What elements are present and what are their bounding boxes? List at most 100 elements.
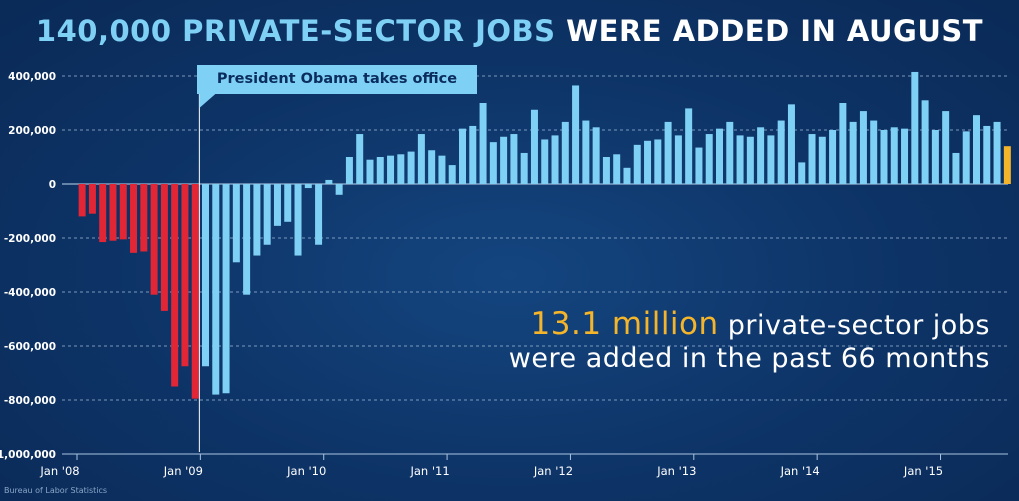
annotation-pointer xyxy=(199,94,216,108)
bars xyxy=(78,71,1011,399)
title-highlight: 140,000 PRIVATE-SECTOR JOBS xyxy=(35,14,556,48)
bar-pre-obama xyxy=(150,184,158,295)
bar xyxy=(294,184,302,256)
bar xyxy=(695,147,703,184)
bar xyxy=(387,155,395,184)
bar-pre-obama xyxy=(88,184,96,214)
bar xyxy=(602,157,610,184)
x-tick-label: Jan '08 xyxy=(39,464,79,478)
bar xyxy=(376,157,384,184)
bar xyxy=(942,111,950,184)
bar xyxy=(952,152,960,184)
bar xyxy=(839,103,847,184)
bar xyxy=(736,135,744,184)
bar xyxy=(243,184,251,295)
y-tick-label: -800,000 xyxy=(4,395,56,407)
bar xyxy=(623,167,631,184)
bar-pre-obama xyxy=(130,184,138,253)
y-tick-label: 400,000 xyxy=(8,71,56,83)
bar xyxy=(273,184,281,226)
bar xyxy=(397,154,405,184)
bar-pre-obama xyxy=(181,184,189,367)
bar xyxy=(417,134,425,184)
bar xyxy=(983,125,991,184)
callout-line-1: 13.1 million private-sector jobs xyxy=(450,308,990,342)
bar xyxy=(870,120,878,184)
title-rest: WERE ADDED IN AUGUST xyxy=(566,14,984,48)
x-axis: Jan '08 Jan '09 Jan '10 Jan '11 Jan '12 Jan '… xyxy=(39,453,1008,478)
y-tick-label: -200,000 xyxy=(4,233,56,245)
bar xyxy=(551,135,559,184)
bar xyxy=(973,115,980,184)
bar xyxy=(356,134,364,184)
y-tick-label: -600,000 xyxy=(4,341,56,353)
bar xyxy=(921,100,929,184)
bar xyxy=(325,179,333,184)
bar xyxy=(530,109,538,184)
bar xyxy=(644,140,652,184)
bar xyxy=(212,184,220,395)
bar xyxy=(304,184,312,189)
bar xyxy=(890,127,898,184)
bar xyxy=(798,162,806,184)
bar xyxy=(911,71,919,184)
bar xyxy=(685,108,693,184)
bar xyxy=(993,121,1001,184)
bar xyxy=(613,154,621,184)
callout-line-1-rest: private-sector jobs xyxy=(727,310,990,341)
callout-line-2: were added in the past 66 months xyxy=(508,343,990,374)
bar xyxy=(654,139,662,184)
bar-pre-obama xyxy=(140,184,148,252)
callout-big-number: 13.1 million xyxy=(530,306,719,342)
bar xyxy=(582,120,590,184)
bar-pre-obama xyxy=(191,184,199,399)
x-tick-label: Jan '15 xyxy=(903,464,943,478)
bar xyxy=(263,184,271,245)
bar xyxy=(633,144,641,184)
x-tick-label: Jan '10 xyxy=(286,464,326,478)
bar xyxy=(232,184,240,263)
bar xyxy=(901,128,909,184)
bar xyxy=(572,85,580,184)
bar xyxy=(469,125,477,184)
bar xyxy=(808,134,816,184)
y-axis-ticks: 400,000 200,000 0 -200,000 -400,000 -600,000 -… xyxy=(0,71,56,461)
bar xyxy=(335,184,343,195)
bar xyxy=(407,151,415,184)
bar xyxy=(849,121,857,184)
bar xyxy=(438,155,446,184)
x-tick-label: Jan '09 xyxy=(163,464,203,478)
bar xyxy=(520,152,528,184)
bar xyxy=(500,136,508,184)
bar-pre-obama xyxy=(78,184,86,217)
bar xyxy=(345,157,353,184)
bar xyxy=(746,136,754,184)
bar xyxy=(829,130,837,184)
bar xyxy=(489,142,497,184)
bar xyxy=(366,159,374,184)
bar xyxy=(674,135,682,184)
bar-pre-obama xyxy=(119,184,127,240)
bar xyxy=(880,130,888,184)
bar xyxy=(767,135,775,184)
bar xyxy=(202,184,209,367)
bar xyxy=(284,184,292,222)
bar-pre-obama xyxy=(160,184,168,311)
bar xyxy=(253,184,261,256)
bar xyxy=(787,104,795,184)
bar xyxy=(859,111,867,184)
y-tick-label: -1,000,000 xyxy=(0,449,56,461)
bar xyxy=(705,134,713,184)
bar xyxy=(931,130,939,184)
bar xyxy=(726,121,734,184)
bar xyxy=(716,128,723,184)
bar xyxy=(510,134,518,184)
bar-pre-obama xyxy=(109,184,117,241)
bar xyxy=(818,136,826,184)
bar-pre-obama xyxy=(99,184,107,243)
y-tick-label: -400,000 xyxy=(4,287,56,299)
bar xyxy=(561,121,569,184)
bar xyxy=(448,165,456,184)
bar-pre-obama xyxy=(171,184,179,387)
